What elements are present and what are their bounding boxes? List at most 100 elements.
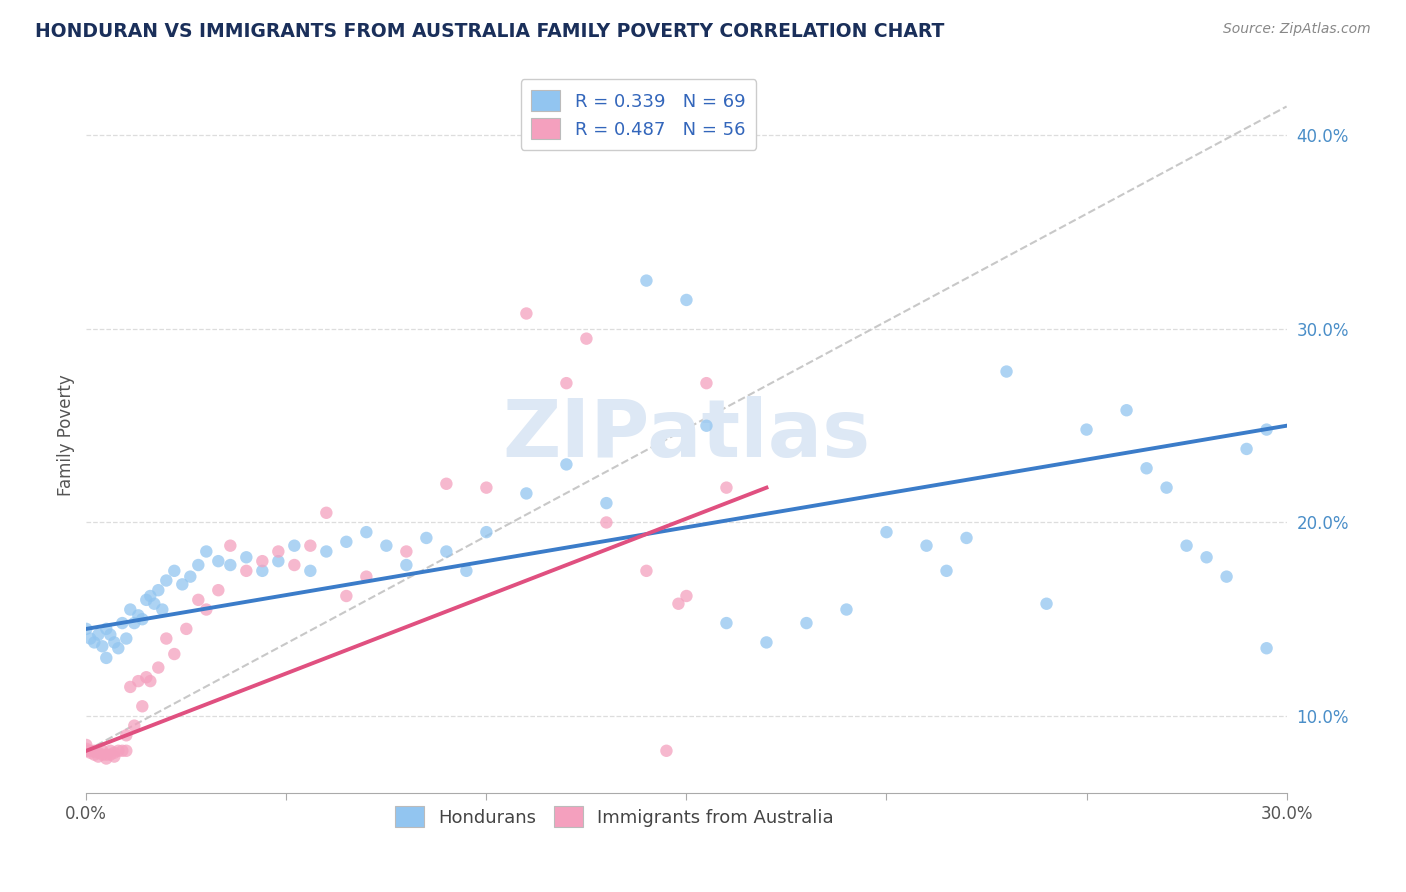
Point: [75, 742, 97, 756]
Point: [716, 616, 738, 631]
Point: [695, 418, 717, 433]
Point: [187, 558, 209, 572]
Point: [434, 476, 457, 491]
Point: [135, 592, 157, 607]
Point: [636, 274, 658, 288]
Point: [876, 525, 898, 540]
Point: [103, 749, 125, 764]
Point: [87, 749, 110, 764]
Point: [98, 744, 121, 758]
Point: [235, 550, 257, 565]
Point: [675, 293, 697, 307]
Point: [87, 746, 110, 760]
Point: [124, 718, 146, 732]
Point: [127, 674, 149, 689]
Text: HONDURAN VS IMMIGRANTS FROM AUSTRALIA FAMILY POVERTY CORRELATION CHART: HONDURAN VS IMMIGRANTS FROM AUSTRALIA FA…: [35, 22, 945, 41]
Point: [148, 583, 170, 598]
Point: [155, 574, 177, 588]
Point: [96, 747, 118, 762]
Point: [163, 564, 186, 578]
Point: [415, 531, 437, 545]
Point: [195, 602, 218, 616]
Point: [75, 744, 97, 758]
Point: [75, 738, 97, 752]
Point: [252, 554, 274, 568]
Point: [315, 506, 337, 520]
Point: [148, 660, 170, 674]
Point: [283, 558, 305, 572]
Point: [87, 628, 110, 642]
Point: [207, 583, 229, 598]
Point: [103, 746, 125, 760]
Point: [83, 744, 105, 758]
Point: [143, 597, 166, 611]
Point: [1215, 569, 1237, 583]
Point: [107, 641, 129, 656]
Point: [139, 674, 162, 689]
Point: [235, 564, 257, 578]
Point: [475, 525, 498, 540]
Point: [83, 747, 105, 762]
Point: [79, 632, 101, 646]
Point: [91, 747, 114, 762]
Point: [456, 564, 478, 578]
Point: [252, 564, 274, 578]
Point: [91, 744, 114, 758]
Point: [1035, 597, 1057, 611]
Point: [1195, 550, 1218, 565]
Point: [115, 744, 138, 758]
Point: [79, 744, 101, 758]
Point: [434, 544, 457, 558]
Point: [115, 632, 138, 646]
Point: [135, 670, 157, 684]
Point: [115, 728, 138, 742]
Point: [1175, 539, 1198, 553]
Point: [1156, 481, 1178, 495]
Point: [1115, 403, 1137, 417]
Point: [1076, 423, 1098, 437]
Point: [179, 569, 201, 583]
Point: [375, 539, 398, 553]
Point: [91, 640, 114, 654]
Point: [796, 616, 818, 631]
Point: [595, 496, 617, 510]
Point: [695, 376, 717, 391]
Point: [1256, 423, 1278, 437]
Point: [83, 635, 105, 649]
Point: [675, 589, 697, 603]
Point: [595, 516, 617, 530]
Point: [127, 608, 149, 623]
Point: [356, 525, 378, 540]
Point: [267, 554, 290, 568]
Point: [835, 602, 858, 616]
Point: [555, 376, 578, 391]
Point: [1256, 641, 1278, 656]
Point: [335, 589, 357, 603]
Point: [1236, 442, 1258, 456]
Point: [195, 544, 218, 558]
Point: [79, 746, 101, 760]
Point: [107, 744, 129, 758]
Point: [172, 577, 194, 591]
Point: [163, 647, 186, 661]
Point: [955, 531, 977, 545]
Point: [755, 635, 778, 649]
Point: [395, 544, 418, 558]
Point: [515, 306, 537, 320]
Point: [96, 751, 118, 765]
Point: [283, 539, 305, 553]
Legend: Hondurans, Immigrants from Australia: Hondurans, Immigrants from Australia: [388, 799, 841, 834]
Point: [575, 332, 598, 346]
Point: [150, 602, 173, 616]
Point: [636, 564, 658, 578]
Point: [267, 544, 290, 558]
Point: [139, 589, 162, 603]
Point: [131, 699, 153, 714]
Point: [668, 597, 690, 611]
Point: [915, 539, 938, 553]
Point: [96, 651, 118, 665]
Point: [111, 744, 134, 758]
Point: [155, 632, 177, 646]
Point: [187, 592, 209, 607]
Point: [219, 558, 242, 572]
